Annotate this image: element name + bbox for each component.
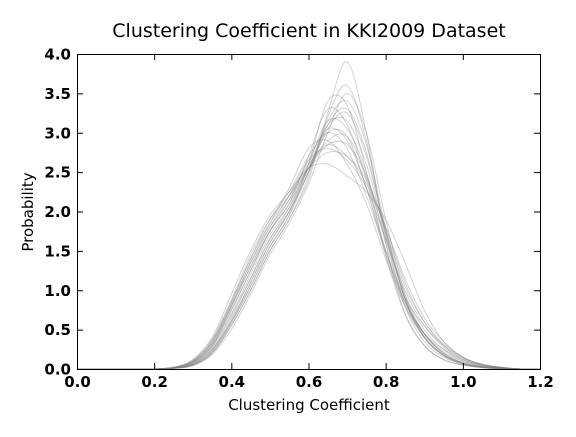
x-axis-label: Clustering Coefficient: [228, 396, 390, 414]
series-line-12: [77, 147, 540, 370]
series-line-3: [77, 61, 540, 370]
x-tick-label: 0.0: [64, 373, 91, 391]
y-tick-label: 2.5: [44, 164, 71, 182]
y-tick-label: 3.5: [44, 85, 71, 103]
y-tick-label: 2.0: [44, 203, 71, 221]
x-tick-label: 1.2: [527, 373, 554, 391]
series-line-9: [77, 94, 540, 370]
y-axis-label: Probability: [19, 172, 37, 251]
y-tick-label: 0.5: [44, 321, 71, 339]
series-line-4: [77, 107, 540, 370]
x-tick-label: 0.2: [141, 373, 168, 391]
series-line-2: [77, 143, 540, 370]
series-line-8: [77, 116, 540, 370]
y-tick-label: 3.0: [44, 124, 71, 142]
chart-title: Clustering Coefficient in KKI2009 Datase…: [112, 20, 505, 42]
series-line-11: [77, 111, 540, 370]
y-tick-label: 4.0: [44, 46, 71, 64]
series-line-13: [77, 84, 540, 370]
series-group: [77, 61, 540, 370]
x-tick-label: 0.8: [373, 373, 400, 391]
series-line-6: [77, 92, 540, 370]
series-line-16: [77, 107, 540, 370]
y-tick-label: 1.0: [44, 282, 71, 300]
series-line-18: [77, 99, 540, 370]
axis-ticks: 0.0 0.2 0.4 0.6 0.8 1.0 1.2 0.0 0.5 1.0 1.5 2.0 2.5 3…: [44, 46, 553, 392]
series-line-5: [77, 139, 540, 370]
y-tick-label: 1.5: [44, 242, 71, 260]
y-tick-label: 0.0: [44, 361, 71, 379]
x-tick-label: 1.0: [450, 373, 477, 391]
x-tick-label: 0.4: [219, 373, 246, 391]
series-line-7: [77, 163, 540, 370]
x-tick-label: 0.6: [296, 373, 323, 391]
plot-frame: [77, 54, 541, 370]
